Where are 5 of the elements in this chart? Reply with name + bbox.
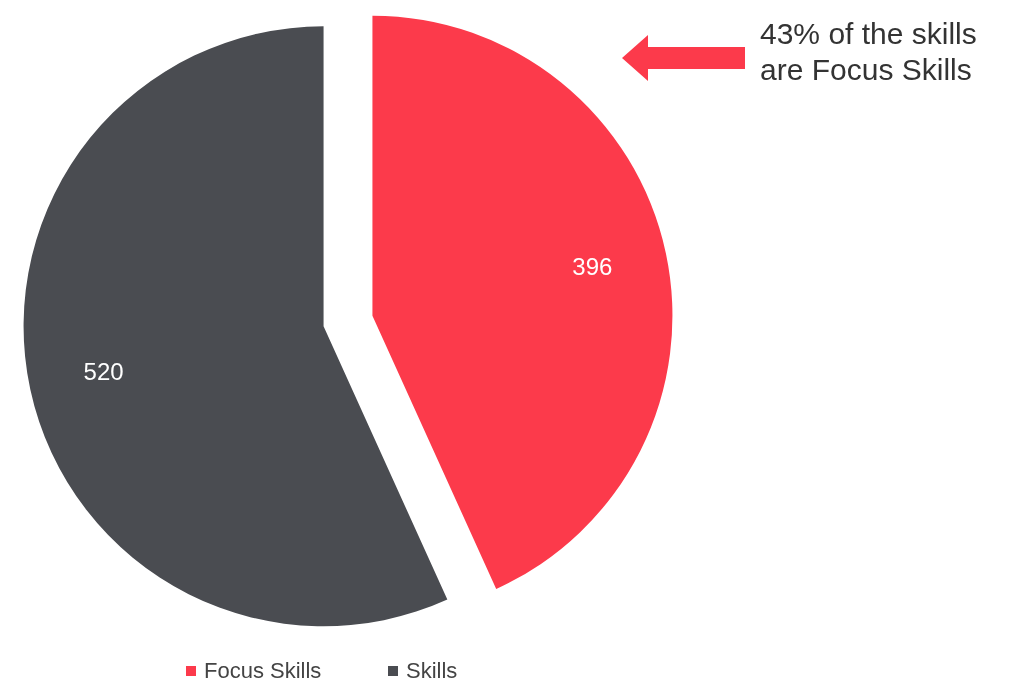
text: 43% of the skills are Focus Skills xyxy=(760,17,977,86)
data-label: 396 xyxy=(572,252,613,280)
data-label: 520 xyxy=(83,358,124,386)
legend-label: Skills xyxy=(406,657,458,683)
legend-label: Focus Skills xyxy=(204,657,322,683)
